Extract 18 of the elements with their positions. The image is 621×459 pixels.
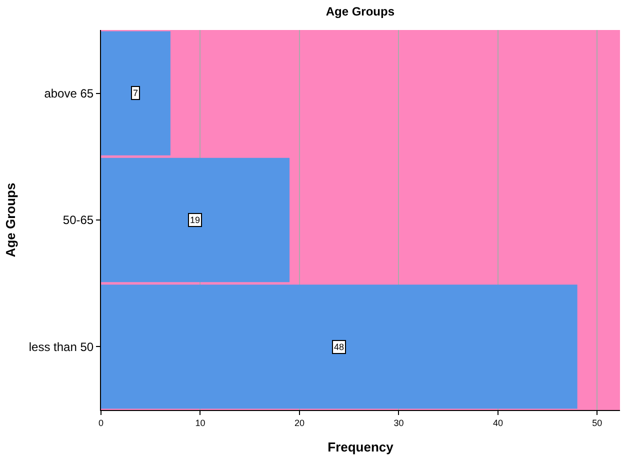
bar xyxy=(101,31,170,156)
x-tick-label: 20 xyxy=(294,418,304,428)
bar xyxy=(101,158,290,282)
x-axis-title: Frequency xyxy=(328,439,394,454)
x-tick-label: 10 xyxy=(195,418,206,428)
y-tick-label: less than 50 xyxy=(28,340,94,354)
data-label: 7 xyxy=(133,88,138,98)
x-tick-label: 40 xyxy=(492,418,503,428)
chart-title: Age Groups xyxy=(326,4,395,18)
data-label: 19 xyxy=(190,215,200,225)
x-tick-label: 30 xyxy=(394,418,404,428)
y-tick-label: above 65 xyxy=(44,86,94,101)
y-tick-label: 50-65 xyxy=(62,213,94,228)
x-tick-label: 50 xyxy=(592,418,602,428)
data-label: 48 xyxy=(334,342,344,352)
bar xyxy=(101,284,578,409)
x-tick-label: 0 xyxy=(98,418,104,428)
y-axis-title: Age Groups xyxy=(2,182,18,258)
